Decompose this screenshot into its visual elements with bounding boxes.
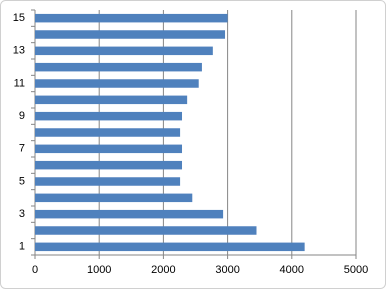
bar [35,209,224,219]
y-tick-label: 1 [19,241,25,253]
bar [35,128,181,137]
bar [35,30,226,39]
y-tick-label: 13 [13,45,25,57]
bar [35,177,181,186]
bar [35,62,202,72]
y-tick-label: 15 [13,12,25,24]
bar [35,160,183,170]
x-tick-label: 4000 [280,264,304,276]
bar [35,193,193,203]
x-tick-label: 2000 [151,264,175,276]
bar [35,13,228,23]
bar [35,144,183,154]
y-tick-label: 3 [19,208,25,220]
y-tick-label: 7 [19,143,25,155]
y-tick-label: 5 [19,175,25,187]
bar [35,242,305,252]
x-tick-label: 3000 [215,264,239,276]
x-tick-label: 5000 [344,264,368,276]
bar [35,226,257,235]
x-tick-label: 0 [32,264,38,276]
bar [35,95,188,105]
bar [35,79,199,88]
y-tick-label: 9 [19,110,25,122]
bar [35,111,183,121]
y-tick-label: 11 [14,77,25,89]
bar [35,46,213,56]
x-tick-label: 1000 [87,264,111,276]
